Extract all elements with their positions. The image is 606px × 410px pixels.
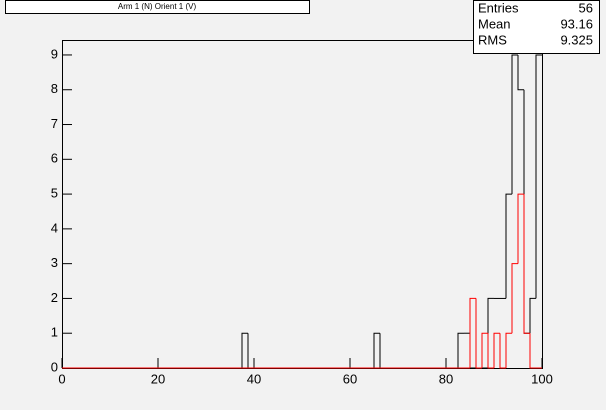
histogram-bin xyxy=(493,332,500,368)
histogram-bin xyxy=(505,332,512,368)
stats-value: 9.325 xyxy=(560,32,593,47)
stats-label: RMS xyxy=(478,32,507,47)
y-tick-label: 2 xyxy=(51,290,58,305)
histogram-bin xyxy=(517,193,524,264)
stats-label: Entries xyxy=(478,0,519,15)
histogram-bin xyxy=(529,333,536,369)
chart-title: Arm 1 (N) Orient 1 (V) xyxy=(118,2,197,11)
x-tick-label: 100 xyxy=(531,371,553,386)
stats-label: Mean xyxy=(478,16,511,31)
y-tick-label: 0 xyxy=(51,359,58,374)
histogram-bin xyxy=(511,263,518,334)
y-tick-label: 6 xyxy=(51,151,58,166)
y-tick-label: 4 xyxy=(51,220,58,235)
histogram-bin xyxy=(457,332,464,368)
stats-value: 93.16 xyxy=(560,16,593,31)
histogram-bin xyxy=(523,194,530,334)
histogram-bin xyxy=(505,193,512,299)
y-tick-label: 5 xyxy=(51,186,58,201)
y-tick-label: 3 xyxy=(51,255,58,270)
histogram-bin xyxy=(241,332,248,368)
plot-frame xyxy=(62,40,543,369)
histogram-bin xyxy=(487,333,494,369)
histogram-bin xyxy=(529,297,536,334)
x-tick-label: 60 xyxy=(343,371,357,386)
x-tick-label: 80 xyxy=(439,371,453,386)
y-tick-label: 9 xyxy=(51,46,58,61)
histogram-bin xyxy=(373,332,380,368)
histogram-bin xyxy=(517,54,524,91)
x-tick-label: 40 xyxy=(247,371,261,386)
stats-value: 56 xyxy=(579,0,593,15)
histogram-bin xyxy=(475,298,482,369)
y-tick-label: 8 xyxy=(51,81,58,96)
title-box xyxy=(5,0,310,14)
y-tick-label: 7 xyxy=(51,116,58,131)
histogram-bin xyxy=(469,297,476,368)
histogram-bin xyxy=(535,54,542,299)
histogram-bin xyxy=(499,333,506,369)
x-tick-label: 0 xyxy=(58,371,65,386)
x-tick-label: 20 xyxy=(151,371,165,386)
stats-box xyxy=(473,0,600,54)
histogram-bin xyxy=(511,54,518,195)
y-tick-label: 1 xyxy=(51,325,58,340)
histogram-bin xyxy=(481,332,488,368)
